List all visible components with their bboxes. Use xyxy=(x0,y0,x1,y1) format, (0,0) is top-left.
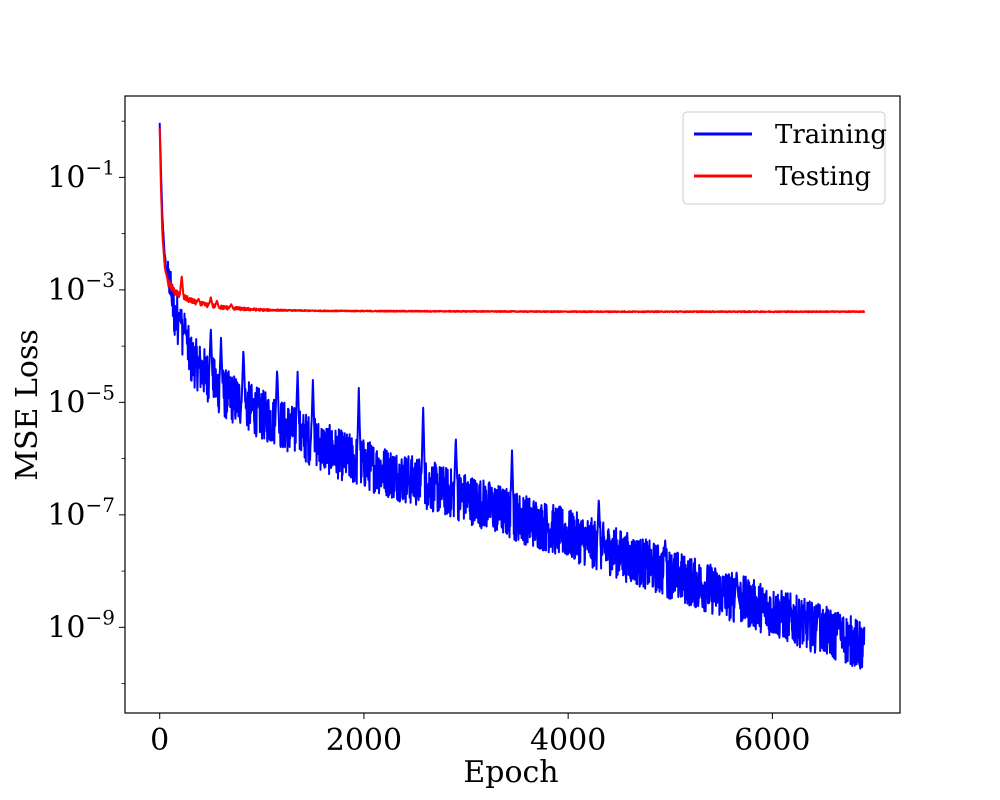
x-axis: 0 2000 4000 6000 xyxy=(150,713,811,758)
legend-label-training: Training xyxy=(775,120,887,150)
plot-frame xyxy=(124,95,901,714)
x-tick-label: 2000 xyxy=(326,723,402,758)
y-tick-label: 10−3 xyxy=(47,268,115,308)
series-line-training xyxy=(158,122,866,670)
y-tick-label: 10−5 xyxy=(47,380,115,420)
x-axis-label: Epoch xyxy=(463,755,558,790)
x-tick-label: 0 xyxy=(150,723,169,758)
y-tick-label: 10−1 xyxy=(47,155,115,195)
legend: Training Testing xyxy=(682,111,887,205)
series-layer xyxy=(158,122,866,670)
legend-label-testing: Testing xyxy=(775,162,871,192)
y-tick-label: 10−9 xyxy=(47,605,115,645)
x-tick-label: 6000 xyxy=(734,723,810,758)
x-tick-label: 4000 xyxy=(530,723,606,758)
series-line-testing xyxy=(158,127,866,314)
y-axis-label: MSE Loss xyxy=(10,329,45,480)
y-tick-label: 10−7 xyxy=(47,493,115,533)
y-axis: 10−1 10−3 10−5 10−7 10−9 xyxy=(47,120,125,684)
